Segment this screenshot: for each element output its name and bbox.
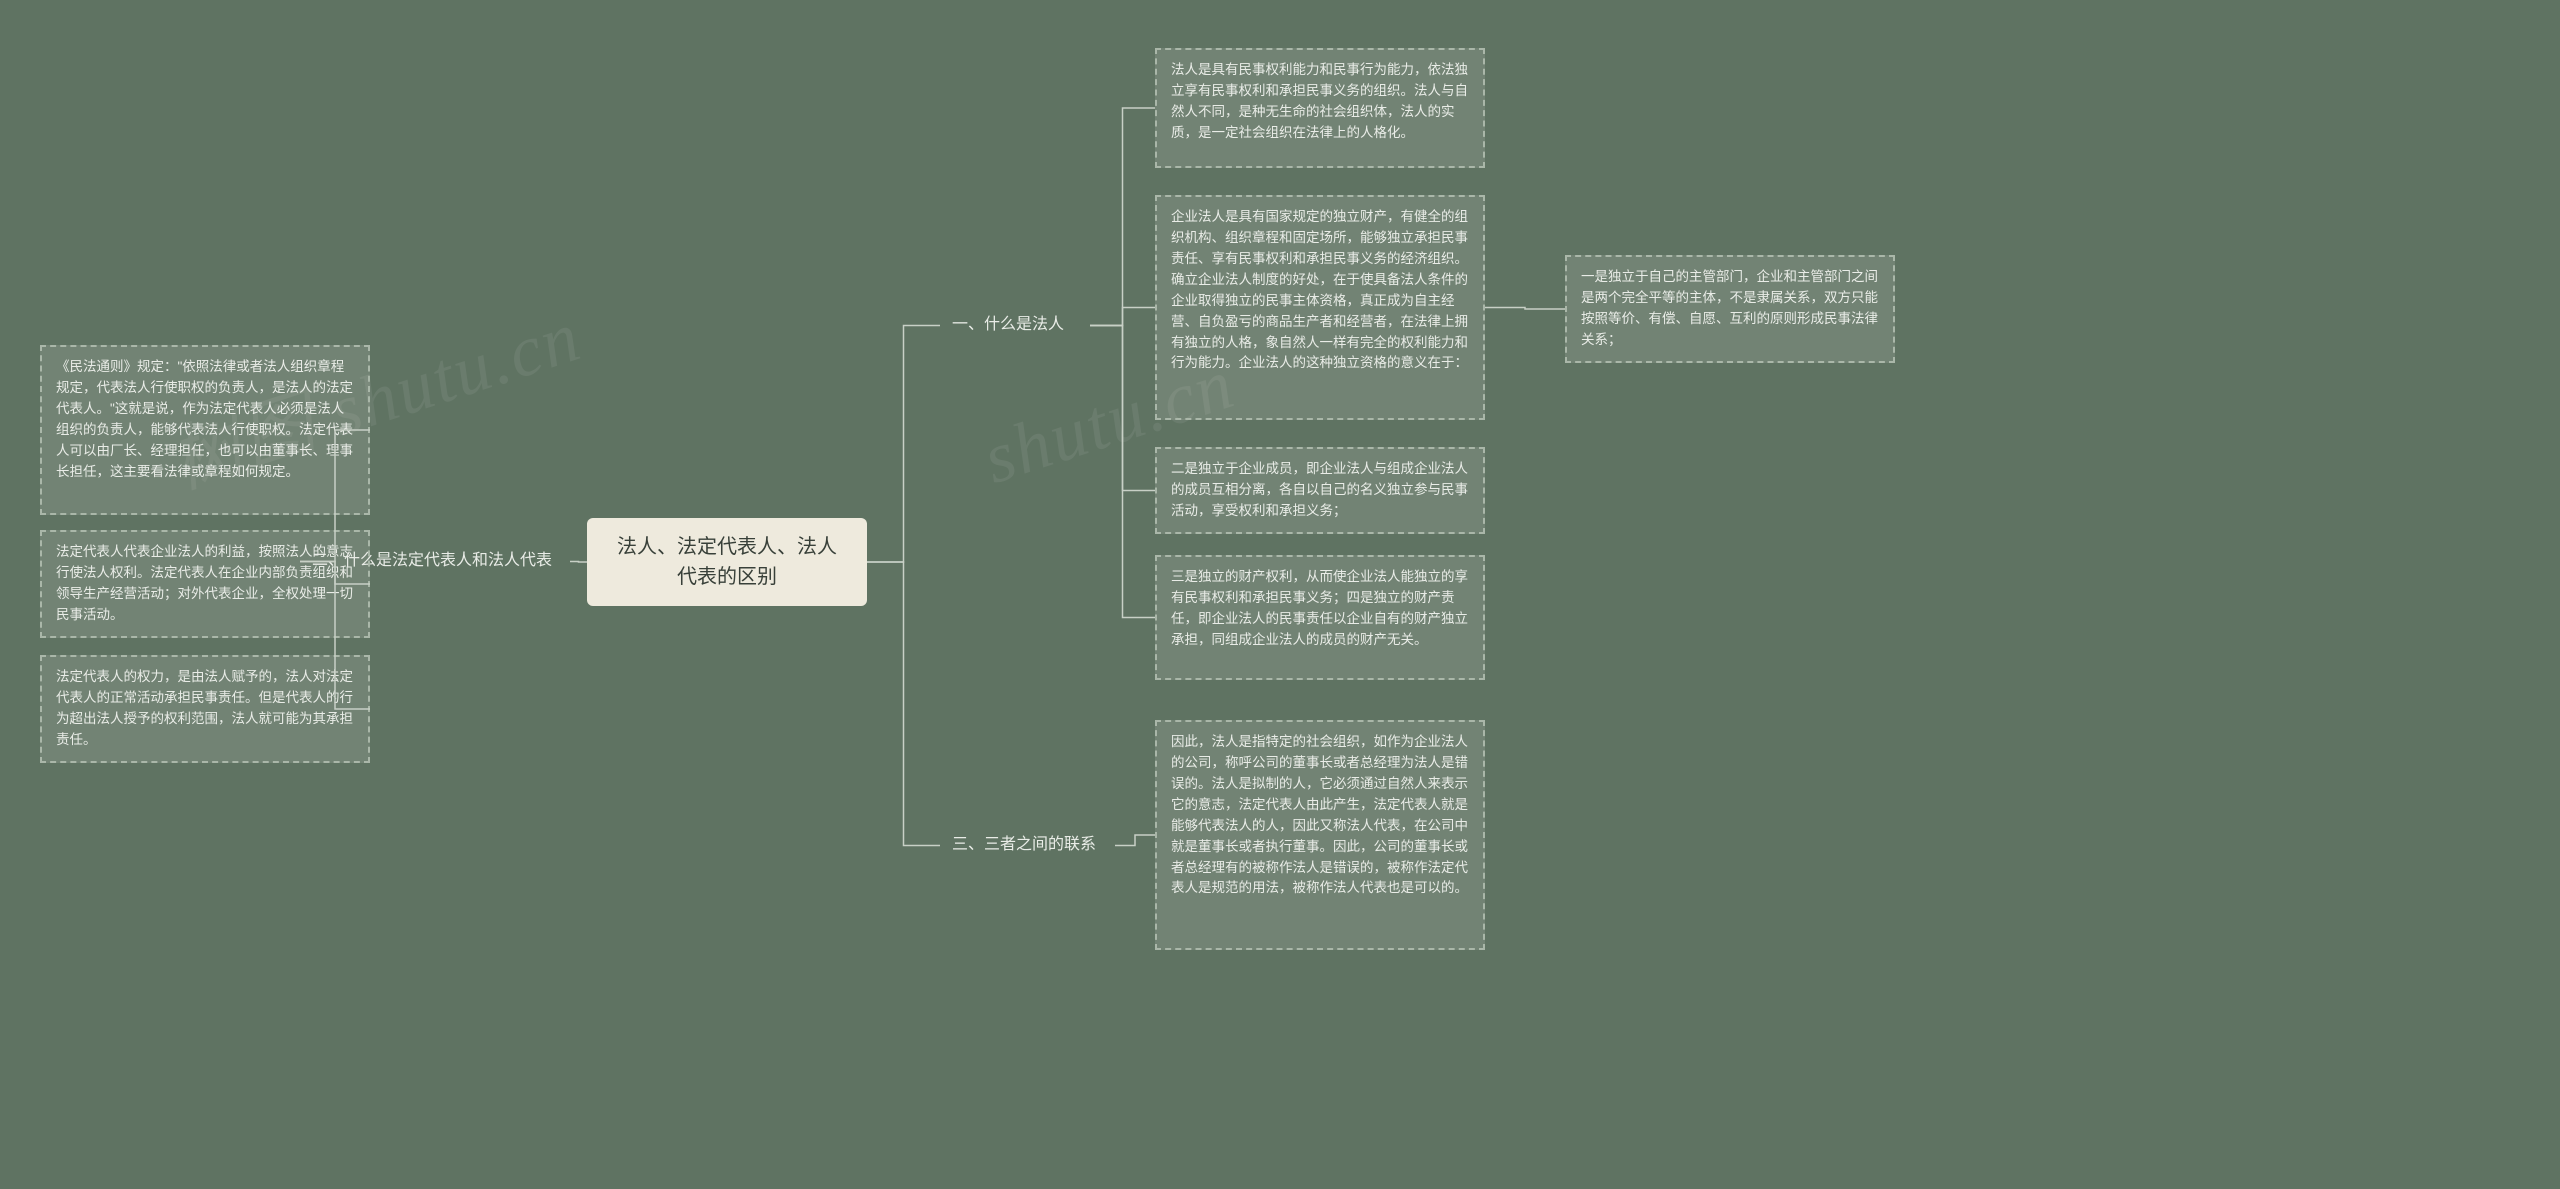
branch-2-leaf-3: 法定代表人的权力，是由法人赋予的，法人对法定代表人的正常活动承担民事责任。但是代… xyxy=(40,655,370,763)
branch-2-leaf-2: 法定代表人代表企业法人的利益，按照法人的意志行使法人权利。法定代表人在企业内部负… xyxy=(40,530,370,638)
branch-3-leaf-1: 因此，法人是指特定的社会组织，如作为企业法人的公司，称呼公司的董事长或者总经理为… xyxy=(1155,720,1485,950)
branch-1: 一、什么是法人 xyxy=(940,305,1090,346)
branch-1-leaf-4: 三是独立的财产权利，从而使企业法人能独立的享有民事权利和承担民事义务；四是独立的… xyxy=(1155,555,1485,680)
branch-1-leaf-2: 企业法人是具有国家规定的独立财产，有健全的组织机构、组织章程和固定场所，能够独立… xyxy=(1155,195,1485,420)
branch-2-leaf-1: 《民法通则》规定："依照法律或者法人组织章程规定，代表法人行使职权的负责人，是法… xyxy=(40,345,370,515)
branch-1-leaf-3: 二是独立于企业成员，即企业法人与组成企业法人的成员互相分离，各自以自己的名义独立… xyxy=(1155,447,1485,534)
branch-1-leaf-1: 法人是具有民事权利能力和民事行为能力，依法独立享有民事权利和承担民事义务的组织。… xyxy=(1155,48,1485,168)
branch-1-leaf-2-sub: 一是独立于自己的主管部门，企业和主管部门之间是两个完全平等的主体，不是隶属关系，… xyxy=(1565,255,1895,363)
branch-3: 三、三者之间的联系 xyxy=(940,825,1115,866)
mindmap-root: 法人、法定代表人、法人代表的区别 xyxy=(587,518,867,606)
